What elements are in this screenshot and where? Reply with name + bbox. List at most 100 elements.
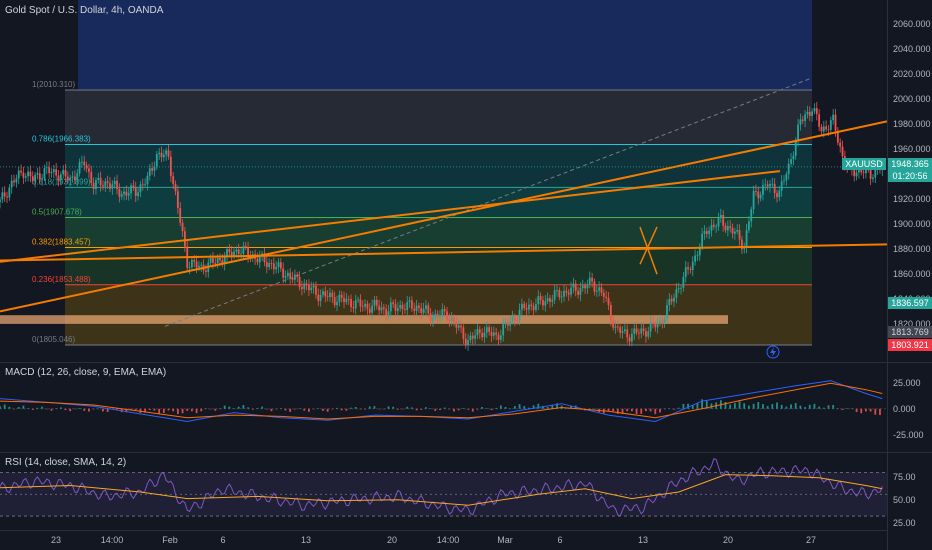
macd-histogram-bar <box>865 408 867 412</box>
candle-body <box>623 329 626 332</box>
time-label: 13 <box>300 535 312 545</box>
candle-body <box>312 285 315 288</box>
macd-histogram-bar <box>270 408 273 412</box>
candle-body <box>125 191 128 196</box>
time-axis[interactable]: 23 14:00 Feb 6 13 20 14:00 Mar 6 13 20 2… <box>0 530 887 550</box>
macd-histogram-bar <box>0 406 1 409</box>
macd-histogram-bar <box>645 408 647 412</box>
macd-histogram-bar <box>654 408 657 415</box>
candle-body <box>572 283 575 288</box>
candle-body <box>492 332 495 336</box>
macd-histogram-bar <box>841 408 844 410</box>
candle-body <box>497 334 500 340</box>
macd-histogram-bar <box>8 406 11 409</box>
macd-histogram-bar <box>214 408 217 411</box>
rsi-pane[interactable]: RSI (14, close, SMA, 14, 2) <box>0 453 887 530</box>
candle-body <box>467 340 469 345</box>
candle-body <box>357 299 359 301</box>
pane-separator[interactable] <box>0 452 932 453</box>
price-pane[interactable]: 1(2010.310) 0.786(1966.383) 0.618(1931.899… <box>0 0 888 362</box>
macd-histogram-bar <box>832 404 835 409</box>
macd-histogram-bar <box>139 408 142 413</box>
candle-body <box>513 316 516 321</box>
candle-body <box>565 290 568 293</box>
candle-body <box>326 296 329 298</box>
candle-body <box>736 230 739 232</box>
candle-body <box>453 317 455 322</box>
candle-body <box>628 337 631 342</box>
trendline-lower <box>0 170 781 263</box>
candle-body <box>586 284 589 289</box>
candle-body <box>408 300 411 303</box>
macd-histogram-bar <box>195 408 198 414</box>
macd-histogram-bar <box>813 403 816 409</box>
macd-histogram-bar <box>673 408 675 410</box>
macd-histogram-bar <box>542 405 544 409</box>
fib-label: 0.236(1853.488) <box>32 275 91 284</box>
candle-body <box>750 209 753 222</box>
macd-histogram-bar <box>743 403 746 409</box>
macd-pane[interactable]: MACD (12, 26, close, 9, EMA, EMA) <box>0 363 887 452</box>
candle-body <box>460 325 462 328</box>
macd-histogram-bar <box>144 408 147 413</box>
macd-histogram-bar <box>55 408 58 409</box>
rsi-tick: 75.00 <box>893 472 916 482</box>
candle-body <box>647 331 650 337</box>
candle-body <box>333 297 336 306</box>
macd-histogram-bar <box>345 408 348 411</box>
candle-body <box>347 298 350 300</box>
macd-histogram-bar <box>340 408 343 411</box>
candle-body <box>595 290 598 292</box>
macd-histogram-bar <box>92 408 95 410</box>
rsi-chart[interactable] <box>0 453 887 530</box>
candle-body <box>411 300 413 309</box>
candle-body <box>256 258 259 263</box>
candle-body <box>275 267 278 270</box>
price-tick: 1880.000 <box>893 244 931 254</box>
macd-histogram-bar <box>476 408 479 410</box>
candle-body <box>214 262 217 264</box>
dashed-trendline <box>164 77 813 327</box>
candle-body <box>745 230 748 248</box>
candle-body <box>305 283 308 286</box>
macd-histogram-bar <box>434 408 437 411</box>
macd-histogram-bar <box>284 408 287 411</box>
candle-body <box>797 124 799 141</box>
macd-histogram-bar <box>630 408 633 412</box>
candle-body <box>291 277 294 280</box>
candle-body <box>13 180 15 183</box>
price-chart[interactable]: 1(2010.310) 0.786(1966.383) 0.618(1931.899… <box>0 0 888 362</box>
macd-histogram-bar <box>31 408 34 410</box>
macd-tick: 0.000 <box>893 404 916 414</box>
candle-body <box>338 294 341 302</box>
macd-histogram-bar <box>659 408 661 413</box>
candle-body <box>141 184 144 186</box>
candle-body <box>427 305 430 314</box>
price-tick: 2060.000 <box>893 19 931 29</box>
candle-body <box>418 305 420 308</box>
candle-body <box>123 191 125 195</box>
macd-chart[interactable] <box>0 363 887 452</box>
pane-separator[interactable] <box>0 362 932 363</box>
macd-histogram-bar <box>401 408 404 410</box>
rsi-tick: 25.00 <box>893 518 916 528</box>
macd-histogram-bar <box>467 408 469 410</box>
candle-body <box>820 126 823 132</box>
candle-body <box>368 308 371 313</box>
candle-body <box>263 253 266 263</box>
candle-body <box>0 199 1 203</box>
candle-body <box>719 214 722 218</box>
candle-body <box>712 224 715 227</box>
candle-body <box>165 150 168 155</box>
candle-body <box>673 297 675 302</box>
macd-histogram-bar <box>453 408 455 412</box>
price-scale[interactable]: 2060.000 2040.000 2020.000 2000.000 1980… <box>842 0 932 550</box>
macd-histogram-bar <box>415 408 418 411</box>
candle-body <box>396 308 399 311</box>
candle-body <box>230 252 233 257</box>
macd-histogram-bar <box>22 405 25 409</box>
macd-histogram-bar <box>593 408 596 410</box>
price-tick: 1980.000 <box>893 119 931 129</box>
candle-body <box>602 292 605 297</box>
